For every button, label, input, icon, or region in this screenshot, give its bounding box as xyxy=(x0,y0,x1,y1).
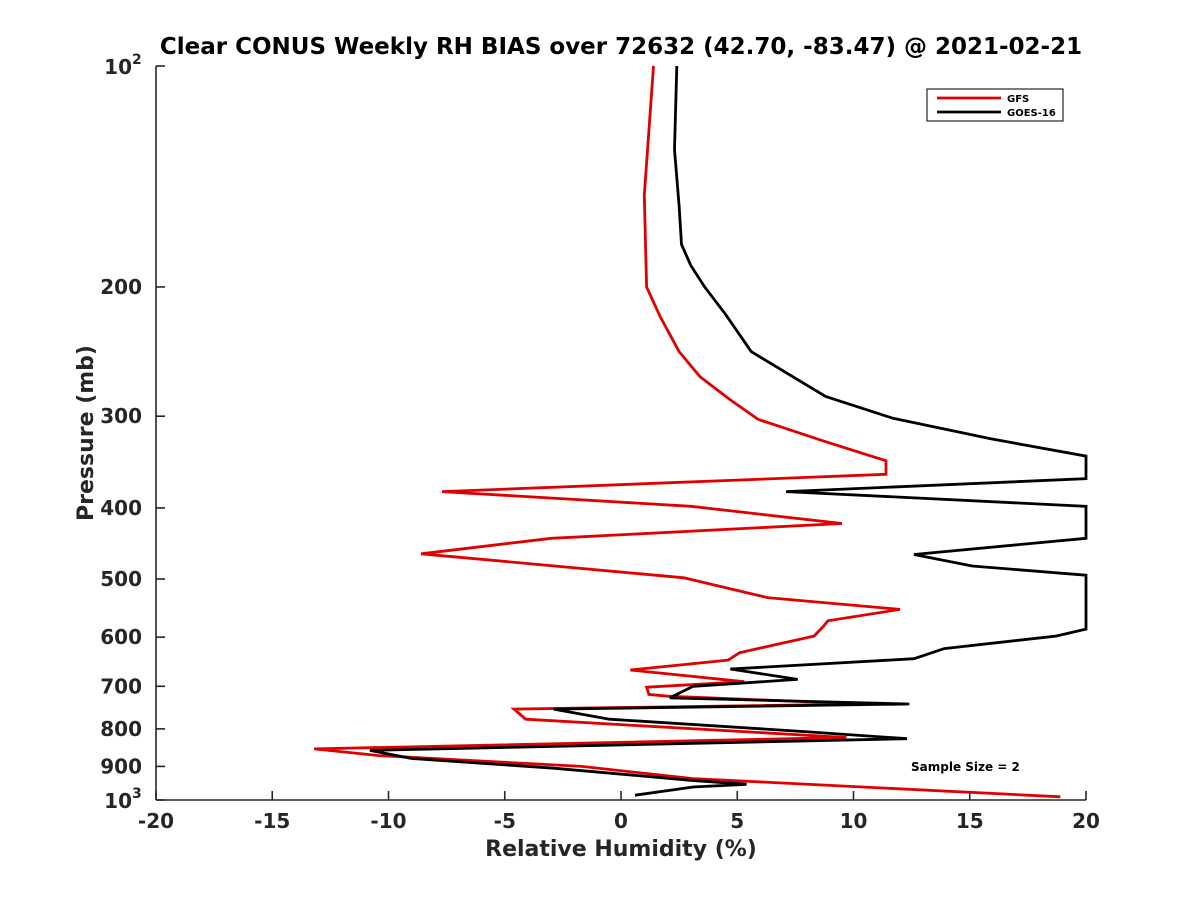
y-tick-label: 200 xyxy=(100,275,142,299)
y-tick-label: 900 xyxy=(100,754,142,778)
chart-title: Clear CONUS Weekly RH BIAS over 72632 (4… xyxy=(160,34,1082,60)
legend: GFS GOES-16 xyxy=(926,88,1064,122)
y-tick-exponent: 2 xyxy=(132,52,142,68)
series-line-gfs xyxy=(313,65,1061,799)
y-tick-label: 400 xyxy=(100,496,142,520)
y-tick-label: 500 xyxy=(100,567,142,591)
legend-label: GOES-16 xyxy=(1007,108,1056,119)
y-tick-label: 700 xyxy=(100,674,142,698)
x-tick-label: 10 xyxy=(840,809,868,833)
x-tick-label: 15 xyxy=(956,809,984,833)
legend-box xyxy=(926,88,1064,122)
y-tick-exponent: 3 xyxy=(132,786,142,802)
y-axis-label: Pressure (mb) xyxy=(74,345,99,521)
x-tick-label: 0 xyxy=(614,809,628,833)
sample-size-annotation: Sample Size = 2 xyxy=(911,760,1020,774)
y-tick-label: 800 xyxy=(100,717,142,741)
x-tick-label: -20 xyxy=(138,809,174,833)
x-tick-label: -10 xyxy=(370,809,406,833)
y-tick-label: 600 xyxy=(100,625,142,649)
y-tick-label: 10 xyxy=(104,55,132,79)
legend-label: GFS xyxy=(1007,94,1029,105)
y-tick-label: 300 xyxy=(100,404,142,428)
x-tick-label: -5 xyxy=(494,809,516,833)
x-tick-label: -15 xyxy=(254,809,290,833)
series-line-goes-16 xyxy=(369,65,1088,797)
x-tick-label: 5 xyxy=(730,809,744,833)
x-tick-label: 20 xyxy=(1072,809,1100,833)
x-axis-label: Relative Humidity (%) xyxy=(485,837,757,862)
plot-series xyxy=(313,65,1088,799)
y-tick-label: 10 xyxy=(104,789,132,813)
